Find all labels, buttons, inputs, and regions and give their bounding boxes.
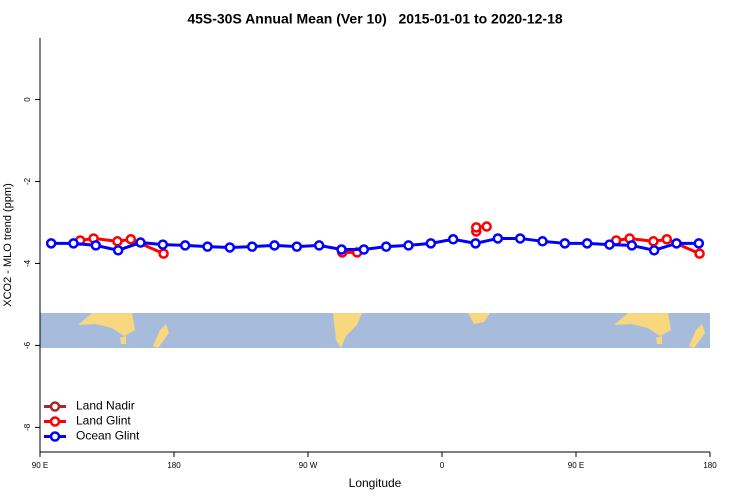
point bbox=[336, 244, 347, 255]
land bbox=[78, 313, 135, 336]
x-tick-label: 90 E bbox=[32, 461, 48, 470]
point bbox=[470, 222, 482, 233]
point bbox=[671, 238, 682, 249]
y-tick-label: -8 bbox=[23, 423, 32, 431]
y-tick-label: -6 bbox=[23, 341, 32, 349]
land bbox=[120, 336, 126, 344]
y-axis-label: XCO2 - MLO trend (ppm) bbox=[2, 183, 14, 306]
land bbox=[333, 313, 362, 348]
point bbox=[648, 236, 659, 247]
point bbox=[269, 240, 280, 251]
land bbox=[468, 313, 490, 324]
point bbox=[45, 238, 57, 249]
point bbox=[425, 238, 437, 249]
x-tick-label: 90 E bbox=[568, 461, 584, 470]
point bbox=[202, 241, 213, 252]
point bbox=[68, 238, 79, 249]
legend-label: Ocean Glint bbox=[76, 429, 140, 443]
point bbox=[481, 221, 492, 232]
point bbox=[581, 238, 593, 249]
point bbox=[246, 241, 258, 252]
y-tick-label: -4 bbox=[23, 259, 32, 267]
point bbox=[626, 240, 638, 251]
legend-marker bbox=[49, 401, 61, 412]
point bbox=[358, 244, 370, 255]
point bbox=[291, 241, 303, 252]
point bbox=[470, 238, 481, 249]
point bbox=[447, 234, 459, 245]
land bbox=[153, 324, 169, 348]
land bbox=[614, 313, 671, 336]
map-strip bbox=[40, 313, 710, 348]
y-tick-label: 0 bbox=[23, 97, 32, 102]
x-tick-label: 180 bbox=[703, 461, 717, 470]
point bbox=[514, 233, 526, 244]
point bbox=[112, 245, 124, 256]
point bbox=[693, 238, 705, 249]
chart-title: 45S-30S Annual Mean (Ver 10) 2015-01-01 … bbox=[187, 11, 563, 27]
land bbox=[656, 336, 662, 344]
x-axis-label: Longitude bbox=[349, 476, 402, 490]
point bbox=[135, 237, 146, 248]
x-tick-label: 90 W bbox=[299, 461, 318, 470]
land bbox=[689, 324, 705, 348]
point bbox=[559, 238, 571, 249]
point bbox=[537, 236, 548, 247]
point bbox=[661, 234, 673, 245]
point bbox=[179, 240, 191, 251]
point bbox=[158, 248, 169, 259]
y-tick-label: -2 bbox=[23, 177, 32, 185]
legend-label: Land Nadir bbox=[76, 399, 135, 413]
point bbox=[90, 240, 102, 251]
point bbox=[157, 239, 169, 250]
point bbox=[492, 233, 504, 244]
legend-label: Land Glint bbox=[76, 414, 131, 428]
point bbox=[224, 242, 236, 253]
point bbox=[112, 236, 123, 247]
ocean-band bbox=[40, 313, 710, 348]
point bbox=[604, 239, 615, 250]
x-tick-label: 0 bbox=[440, 461, 445, 470]
point bbox=[380, 241, 392, 252]
point bbox=[125, 234, 137, 245]
legend-marker bbox=[49, 431, 61, 442]
legend-marker bbox=[49, 416, 61, 427]
point bbox=[313, 240, 325, 251]
point bbox=[648, 245, 660, 256]
point bbox=[694, 248, 705, 259]
x-tick-label: 180 bbox=[167, 461, 181, 470]
point bbox=[403, 240, 414, 251]
